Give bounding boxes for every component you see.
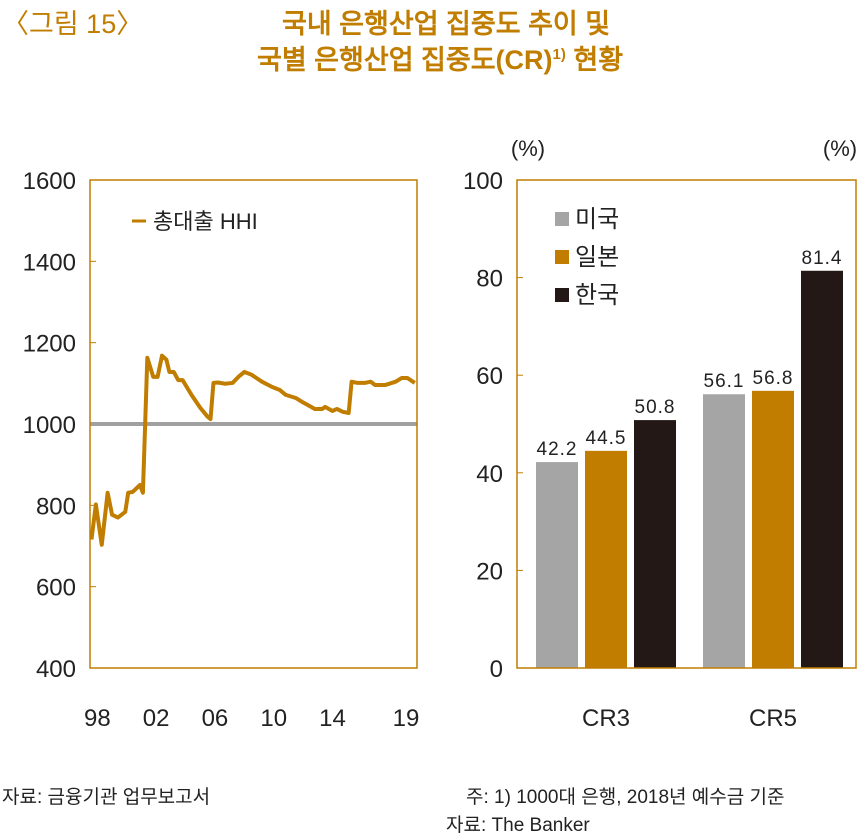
y-tick-label-right: 60 bbox=[476, 363, 503, 390]
bar-value-label: 42.2 bbox=[537, 439, 578, 460]
bar-value-label: 56.1 bbox=[704, 371, 745, 392]
y-tick-label-right: 40 bbox=[476, 461, 503, 488]
y-tick-label-right: 100 bbox=[463, 168, 503, 195]
legend-hhi: 총대출 HHI bbox=[153, 209, 258, 234]
legend-swatch-0 bbox=[555, 212, 569, 226]
title-line-2-text: 국별 은행산업 집중도(CR) bbox=[257, 45, 553, 75]
bar-cr3-2 bbox=[634, 420, 676, 668]
y-tick-label-left: 400 bbox=[36, 656, 76, 683]
title-line-2: 국별 은행산업 집중도(CR)1) 현황 bbox=[257, 38, 623, 77]
y-tick-label-left: 1000 bbox=[23, 412, 76, 439]
x-tick-label-left: 02 bbox=[143, 705, 170, 732]
legend-swatch-2 bbox=[555, 288, 569, 302]
legend-label: 일본 bbox=[575, 244, 619, 271]
unit-label-left: (%) bbox=[511, 136, 545, 161]
bar-value-label: 50.8 bbox=[635, 397, 676, 418]
x-tick-label-left: 19 bbox=[393, 705, 420, 732]
bar-value-label: 81.4 bbox=[802, 248, 843, 269]
footnote: 주: 1) 1000대 은행, 2018년 예수금 기준 bbox=[466, 787, 785, 808]
y-tick-label-right: 0 bbox=[490, 656, 503, 683]
bar-value-label: 44.5 bbox=[586, 428, 627, 449]
bar-cr3-1 bbox=[585, 450, 627, 668]
x-tick-label-left: 10 bbox=[260, 705, 287, 732]
x-tick-label-left: 06 bbox=[202, 705, 229, 732]
y-tick-label-right: 80 bbox=[476, 266, 503, 293]
hhi-line bbox=[89, 353, 416, 547]
left-source: 자료: 금융기관 업무보고서 bbox=[2, 787, 211, 808]
y-tick-label-left: 1200 bbox=[23, 331, 76, 358]
right-plot-frame bbox=[516, 179, 857, 669]
right-source: 자료: The Banker bbox=[446, 815, 590, 836]
legend-label: 한국 bbox=[575, 282, 619, 309]
left-plot-frame bbox=[89, 179, 418, 669]
title-line-2-end: 현황 bbox=[565, 45, 624, 75]
x-category-label: CR5 bbox=[749, 705, 797, 732]
x-tick-label-left: 98 bbox=[84, 705, 111, 732]
legend-swatch-1 bbox=[555, 250, 569, 264]
y-tick-label-right: 20 bbox=[476, 558, 503, 585]
y-tick-label-left: 1400 bbox=[23, 249, 76, 276]
y-tick-label-left: 1600 bbox=[23, 168, 76, 195]
x-category-label: CR3 bbox=[582, 705, 630, 732]
x-tick-label-left: 14 bbox=[319, 705, 346, 732]
y-tick-label-left: 600 bbox=[36, 575, 76, 602]
title-footnote-mark: 1) bbox=[552, 46, 566, 63]
unit-label-right: (%) bbox=[823, 136, 857, 161]
y-tick-label-left: 800 bbox=[36, 493, 76, 520]
figure-label: 〈그림 15〉 bbox=[2, 9, 144, 39]
bar-value-label: 56.8 bbox=[753, 368, 794, 389]
legend-label: 미국 bbox=[575, 206, 619, 233]
bar-cr5-1 bbox=[752, 390, 794, 668]
bar-cr5-0 bbox=[703, 394, 745, 668]
bar-cr3-0 bbox=[536, 462, 578, 668]
title-line-1: 국내 은행산업 집중도 추이 및 bbox=[282, 9, 611, 39]
bar-cr5-2 bbox=[801, 270, 843, 668]
